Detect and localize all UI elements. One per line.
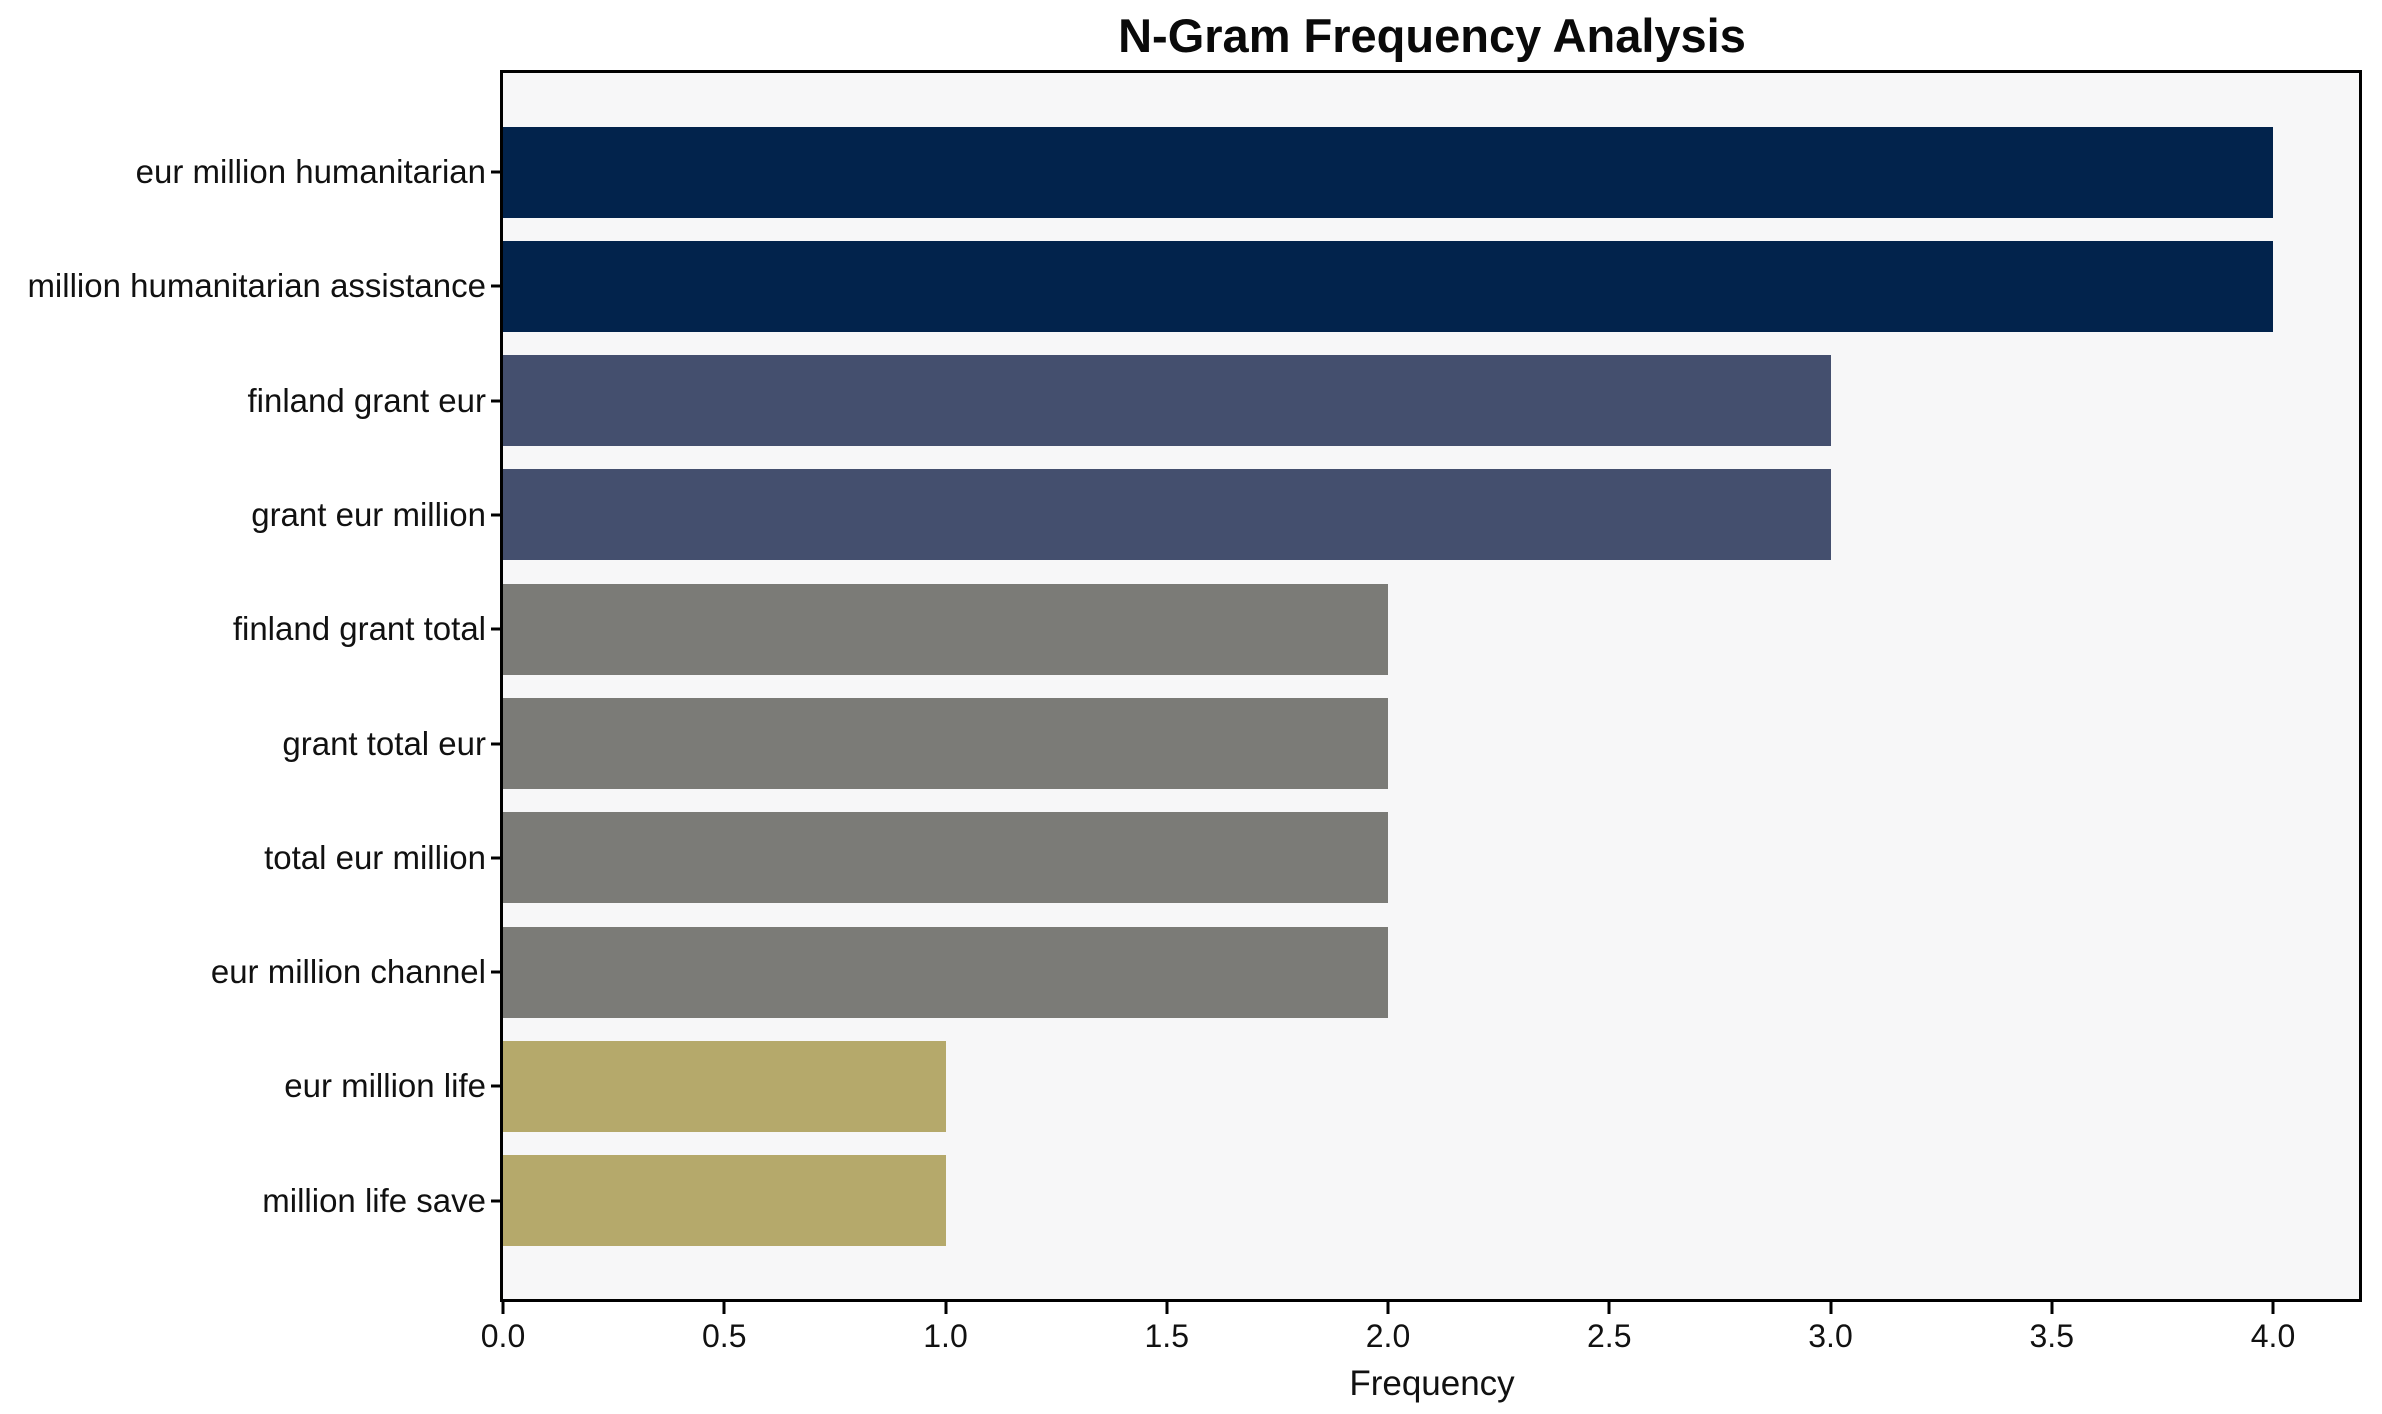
bar-6: [503, 698, 1388, 789]
bar-8: [503, 926, 1388, 1018]
y-tick-mark: [491, 513, 501, 517]
bar-10: [503, 1155, 946, 1247]
plot-area: [500, 70, 2362, 1302]
y-tick-label: eur million life: [284, 1067, 486, 1105]
x-tick-mark: [1607, 1300, 1611, 1314]
x-tick-mark: [722, 1300, 726, 1314]
y-tick-label: million life save: [262, 1181, 486, 1219]
x-axis-label: Frequency: [1349, 1364, 1515, 1403]
x-tick-label: 0.0: [480, 1318, 526, 1354]
x-tick-label: 0.5: [702, 1318, 747, 1354]
x-tick-mark: [1829, 1300, 1832, 1314]
y-tick-mark: [491, 970, 501, 974]
x-tick-mark: [2271, 1300, 2275, 1314]
bar-9: [503, 1040, 946, 1132]
bar-4: [503, 469, 1831, 561]
bar-2: [503, 240, 2273, 332]
x-tick-label: 2.0: [1365, 1318, 1411, 1354]
y-tick-mark: [491, 1199, 501, 1203]
y-tick-mark: [491, 1084, 501, 1088]
x-tick-label: 1.0: [923, 1318, 968, 1354]
x-tick-mark: [501, 1300, 505, 1314]
y-tick-mark: [491, 627, 501, 631]
x-tick-label: 2.5: [1587, 1318, 1632, 1354]
x-tick-mark: [1386, 1300, 1390, 1314]
x-tick-mark: [2050, 1300, 2054, 1314]
y-tick-label: eur million humanitarian: [135, 153, 486, 190]
y-tick-label: grant total eur: [282, 724, 486, 762]
x-tick-mark: [944, 1300, 947, 1314]
y-tick-mark: [491, 399, 501, 403]
y-tick-mark: [491, 856, 501, 860]
x-tick-label: 3.5: [2029, 1318, 2074, 1354]
bar-3: [503, 355, 1831, 447]
y-tick-label: finland grant eur: [247, 381, 487, 419]
x-tick-label: 4.0: [2250, 1318, 2296, 1354]
x-tick-mark: [1165, 1300, 1169, 1314]
x-tick-label: 1.5: [1144, 1318, 1189, 1354]
chart-title: N-Gram Frequency Analysis: [1118, 9, 1746, 62]
y-tick-label: finland grant total: [232, 610, 486, 648]
y-tick-label: total eur million: [264, 838, 486, 876]
bar-7: [503, 812, 1388, 904]
y-tick-label: million humanitarian assistance: [27, 267, 486, 305]
y-tick-mark: [491, 742, 501, 745]
y-tick-label: eur million channel: [210, 953, 486, 991]
y-tick-mark: [491, 170, 501, 174]
y-tick-mark: [491, 284, 501, 288]
bar-1: [503, 126, 2273, 218]
x-tick-label: 3.0: [1808, 1318, 1853, 1354]
y-tick-label: grant eur million: [251, 495, 486, 533]
bar-5: [503, 583, 1388, 675]
